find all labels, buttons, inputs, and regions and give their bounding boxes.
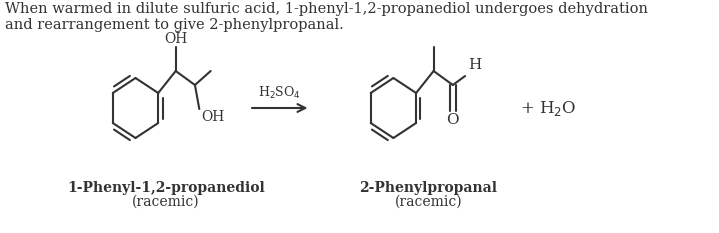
Text: OH: OH <box>201 110 224 124</box>
Text: H$_2$SO$_4$: H$_2$SO$_4$ <box>258 85 301 101</box>
Text: 1-Phenyl-1,2-propanediol: 1-Phenyl-1,2-propanediol <box>68 181 265 195</box>
Text: OH: OH <box>164 32 188 46</box>
Text: When warmed in dilute sulfuric acid, 1-phenyl-1,2-propanediol undergoes dehydrat: When warmed in dilute sulfuric acid, 1-p… <box>5 2 649 32</box>
Text: + H$_2$O: + H$_2$O <box>520 99 577 117</box>
Text: O: O <box>446 113 459 127</box>
Text: (racemic): (racemic) <box>395 195 462 209</box>
Text: H: H <box>469 58 482 72</box>
Text: 2-Phenylpropanal: 2-Phenylpropanal <box>360 181 498 195</box>
Text: (racemic): (racemic) <box>132 195 200 209</box>
